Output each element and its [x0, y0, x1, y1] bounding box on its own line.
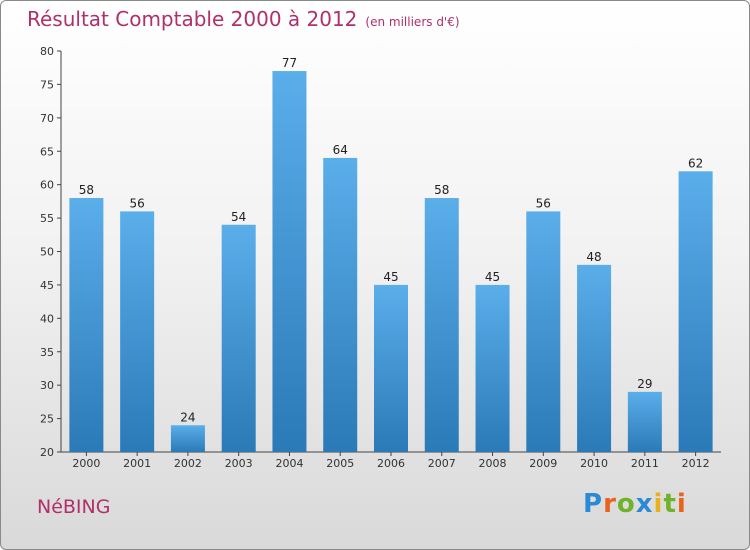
- bar: [323, 157, 358, 452]
- bar: [475, 284, 510, 452]
- x-tick-label: 2006: [377, 457, 405, 470]
- data-label: 77: [282, 56, 297, 70]
- y-tick-label: 50: [40, 246, 54, 259]
- x-tick-label: 2004: [275, 457, 303, 470]
- commune-name: NéBING: [37, 496, 111, 518]
- bar: [221, 224, 256, 452]
- data-label: 56: [130, 196, 145, 210]
- bar: [170, 425, 205, 452]
- y-tick-label: 70: [40, 112, 54, 125]
- logo-letter: i: [653, 489, 664, 519]
- proxiti-logo: Proxiti: [583, 489, 687, 519]
- y-tick-label: 30: [40, 379, 54, 392]
- x-tick-label: 2005: [326, 457, 354, 470]
- bar: [627, 391, 662, 452]
- y-tick-label: 55: [40, 212, 54, 225]
- logo-letter: o: [616, 489, 636, 519]
- x-tick-label: 2011: [631, 457, 659, 470]
- y-tick-label: 45: [40, 279, 54, 292]
- data-label: 56: [536, 196, 551, 210]
- logo-letter: r: [603, 489, 617, 519]
- y-tick-label: 40: [40, 312, 54, 325]
- bar: [424, 198, 459, 452]
- y-tick-label: 20: [40, 446, 54, 459]
- x-tick-label: 2001: [123, 457, 151, 470]
- chart-subtitle: (en milliers d'€): [365, 15, 460, 29]
- data-label: 58: [79, 183, 94, 197]
- data-label: 29: [637, 377, 652, 391]
- chart-title-text: Résultat Comptable 2000 à 2012: [27, 7, 358, 31]
- logo-letter: i: [676, 489, 687, 519]
- bar: [374, 284, 408, 452]
- data-label: 64: [333, 143, 348, 157]
- x-tick-label: 2007: [428, 457, 456, 470]
- bar: [69, 198, 104, 452]
- logo-letter: P: [583, 489, 604, 519]
- bar: [678, 171, 713, 453]
- x-tick-label: 2000: [72, 457, 100, 470]
- data-label: 54: [231, 210, 246, 224]
- bar: [272, 71, 307, 453]
- bar: [526, 211, 561, 452]
- y-tick-label: 35: [40, 346, 54, 359]
- data-label: 45: [383, 270, 398, 284]
- data-label: 48: [586, 250, 601, 264]
- data-label: 24: [180, 410, 195, 424]
- x-tick-label: 2010: [580, 457, 608, 470]
- y-tick-label: 80: [40, 45, 54, 58]
- data-label: 62: [688, 156, 703, 170]
- y-tick-label: 65: [40, 145, 54, 158]
- x-tick-label: 2008: [479, 457, 507, 470]
- y-tick-label: 75: [40, 78, 54, 91]
- x-tick-label: 2003: [225, 457, 253, 470]
- y-tick-label: 25: [40, 413, 54, 426]
- logo-letter: x: [635, 489, 654, 519]
- data-label: 58: [434, 183, 449, 197]
- x-tick-label: 2012: [682, 457, 710, 470]
- bar: [577, 264, 612, 452]
- logo-letter: t: [663, 489, 677, 519]
- chart-title: Résultat Comptable 2000 à 2012 (en millie…: [27, 7, 460, 31]
- y-tick-label: 60: [40, 179, 54, 192]
- x-tick-label: 2002: [174, 457, 202, 470]
- x-tick-label: 2009: [529, 457, 557, 470]
- bar: [120, 211, 155, 452]
- data-label: 45: [485, 270, 500, 284]
